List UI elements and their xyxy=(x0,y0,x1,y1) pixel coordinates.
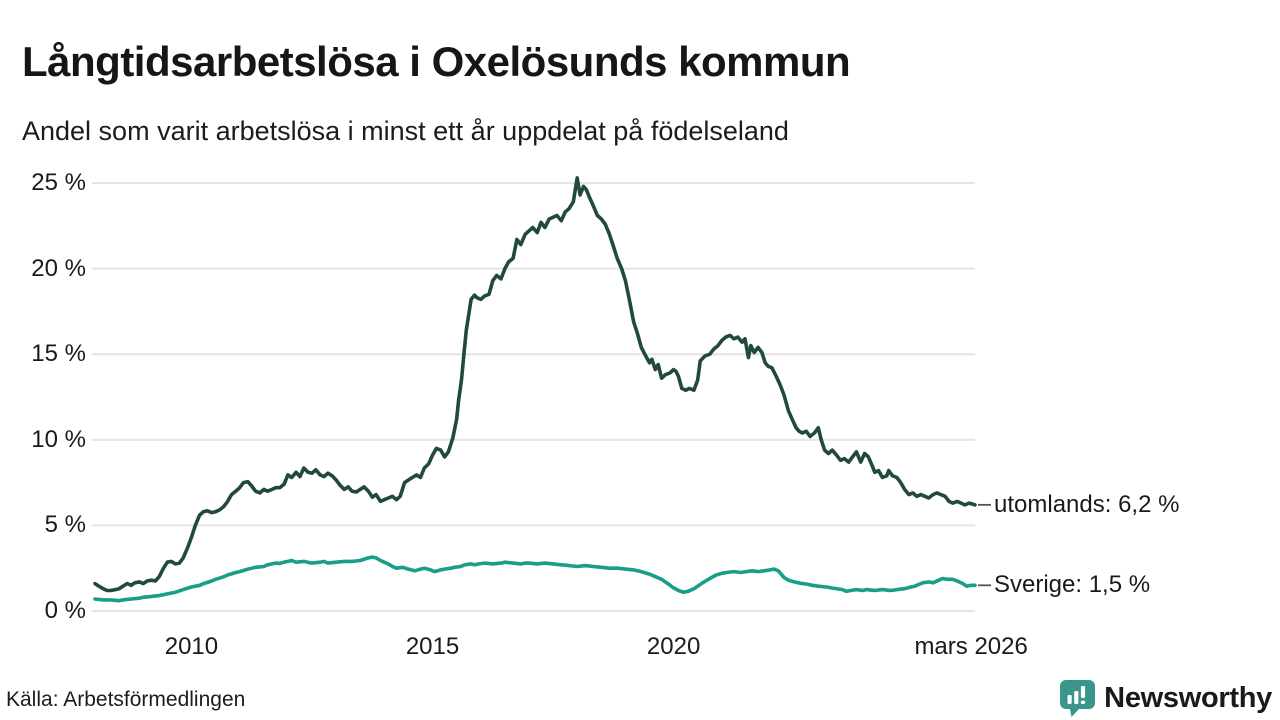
y-tick-label: 15 % xyxy=(31,340,86,368)
y-tick-label: 25 % xyxy=(31,169,86,196)
page-title: Långtidsarbetslösa i Oxelösunds kommun xyxy=(22,38,851,86)
series-end-label-sverige: Sverige: 1,5 % xyxy=(994,571,1151,599)
x-tick-label: mars 2026 xyxy=(914,633,1028,660)
page-subtitle: Andel som varit arbetslösa i minst ett å… xyxy=(22,116,789,147)
y-tick-label: 10 % xyxy=(31,425,86,453)
series-end-label-utomlands: utomlands: 6,2 % xyxy=(994,490,1180,518)
y-tick-label: 20 % xyxy=(31,254,86,282)
y-tick-label: 5 % xyxy=(44,511,86,539)
series-line-Sverige xyxy=(93,555,977,603)
series-line-utomlands xyxy=(93,176,977,593)
newsworthy-wordmark: Newsworthy xyxy=(1104,681,1272,714)
y-tick-label: 0 % xyxy=(44,597,86,624)
x-tick-label: 2010 xyxy=(164,633,219,660)
newsworthy-pin-icon xyxy=(1060,680,1096,717)
source-note: Källa: Arbetsförmedlingen xyxy=(6,688,246,711)
x-tick-label: 2015 xyxy=(405,633,460,660)
x-tick-label: 2020 xyxy=(646,633,701,660)
newsworthy-logo: Newsworthy xyxy=(1058,678,1272,718)
